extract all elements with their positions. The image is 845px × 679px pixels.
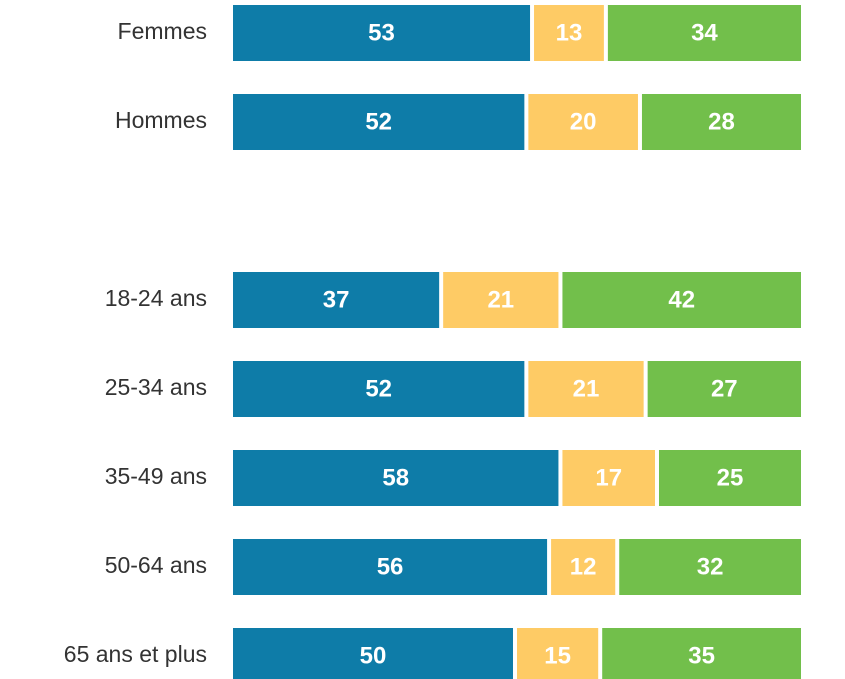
data-label: 25 bbox=[717, 464, 744, 491]
data-label: 34 bbox=[691, 19, 718, 46]
bar-segment bbox=[528, 361, 644, 417]
data-label: 37 bbox=[323, 286, 350, 313]
category-label: 50-64 ans bbox=[105, 552, 207, 578]
data-label: 28 bbox=[708, 108, 735, 135]
data-label: 32 bbox=[697, 553, 724, 580]
bar-segment bbox=[659, 450, 801, 506]
data-label: 27 bbox=[711, 375, 738, 402]
bar-segment bbox=[647, 361, 801, 417]
data-label: 42 bbox=[668, 286, 695, 313]
data-label: 53 bbox=[368, 19, 395, 46]
data-label: 15 bbox=[544, 642, 571, 669]
data-label: 12 bbox=[570, 553, 597, 580]
bar-segment bbox=[641, 94, 801, 150]
bar-segment bbox=[233, 361, 525, 417]
category-label: Femmes bbox=[118, 18, 207, 44]
bar-segment bbox=[233, 94, 525, 150]
category-label: 65 ans et plus bbox=[64, 641, 207, 667]
data-label: 50 bbox=[360, 642, 387, 669]
bar-segment bbox=[443, 272, 559, 328]
bar-segment bbox=[534, 5, 604, 61]
bar-segment bbox=[619, 539, 801, 595]
data-label: 17 bbox=[595, 464, 622, 491]
bar-segment bbox=[233, 539, 548, 595]
bar-segment bbox=[233, 5, 531, 61]
category-label: Hommes bbox=[115, 107, 207, 133]
data-label: 20 bbox=[570, 108, 597, 135]
bar-segment bbox=[551, 539, 616, 595]
data-label: 56 bbox=[377, 553, 404, 580]
bar-segment bbox=[562, 272, 801, 328]
category-label: 35-49 ans bbox=[105, 463, 207, 489]
category-label: 25-34 ans bbox=[105, 374, 207, 400]
bar-segment bbox=[528, 94, 638, 150]
data-label: 13 bbox=[556, 19, 583, 46]
bar-segment bbox=[562, 450, 655, 506]
data-label: 21 bbox=[487, 286, 514, 313]
data-label: 52 bbox=[365, 108, 392, 135]
bar-segment bbox=[233, 628, 513, 679]
data-label: 21 bbox=[573, 375, 600, 402]
bar-segment bbox=[233, 450, 559, 506]
data-label: 35 bbox=[688, 642, 715, 669]
bar-segment bbox=[517, 628, 599, 679]
bar-segment bbox=[233, 272, 440, 328]
data-label: 58 bbox=[382, 464, 409, 491]
bar-segment bbox=[602, 628, 801, 679]
bar-segment bbox=[607, 5, 801, 61]
category-label: 18-24 ans bbox=[105, 285, 207, 311]
data-label: 52 bbox=[365, 375, 392, 402]
